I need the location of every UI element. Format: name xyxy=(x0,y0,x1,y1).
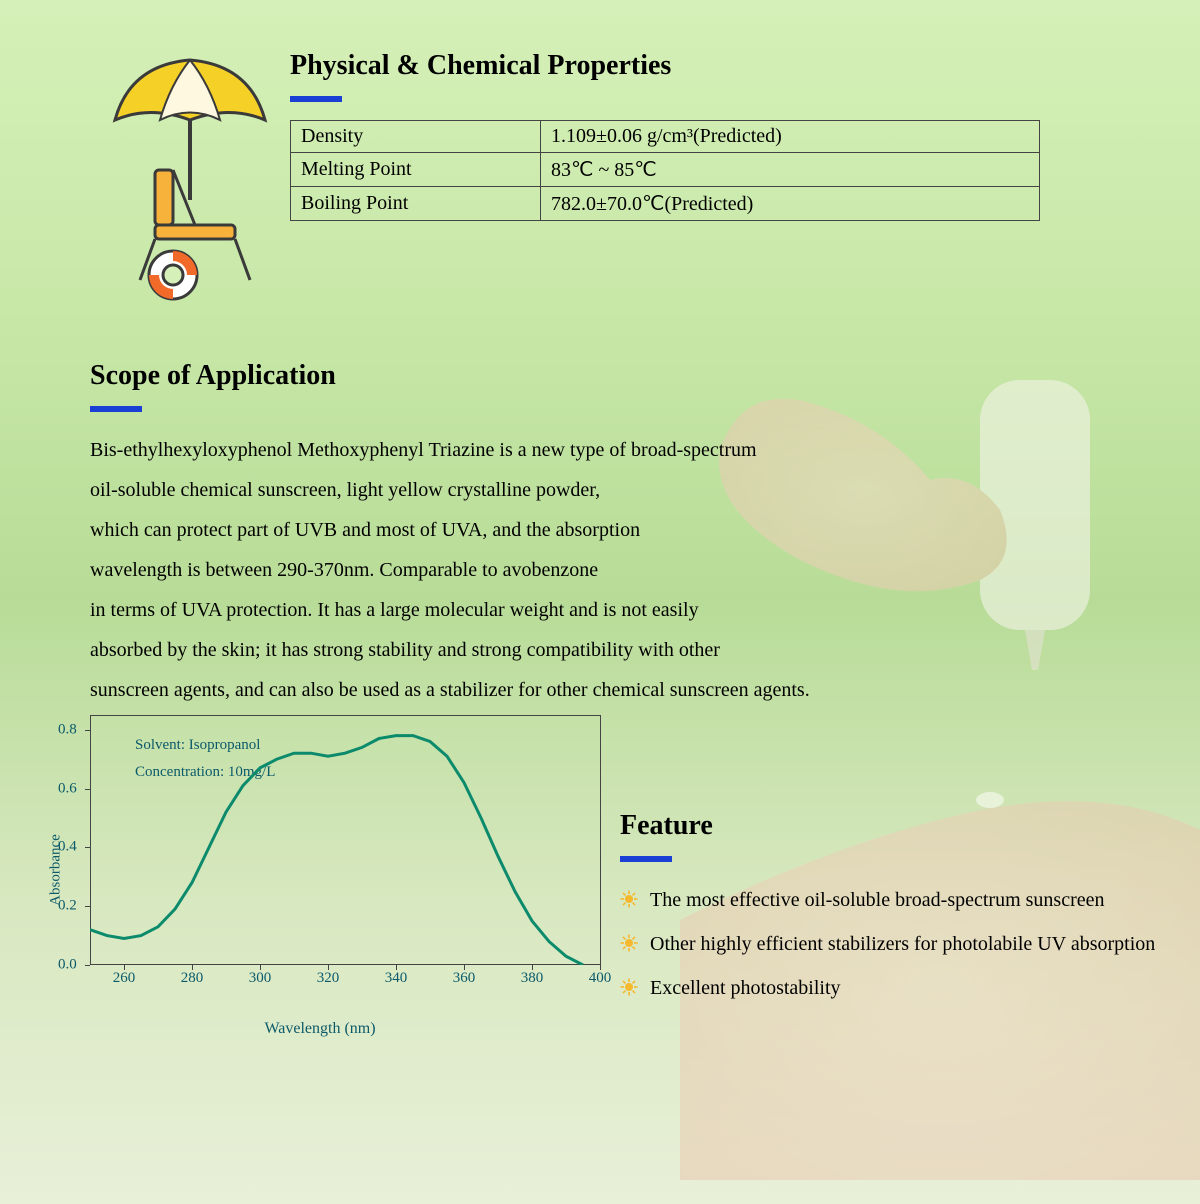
chart-ytick-label: 0.0 xyxy=(58,957,77,974)
scope-section: Scope of Application Bis-ethylhexyloxyph… xyxy=(90,360,870,710)
sun-bullet-icon xyxy=(620,890,638,908)
chart-xtick-label: 340 xyxy=(385,970,408,987)
chart-xtick-label: 280 xyxy=(181,970,204,987)
chart-line-svg xyxy=(90,715,600,965)
chart-xtick-label: 320 xyxy=(317,970,340,987)
properties-section: Physical & Chemical Properties Density1.… xyxy=(290,50,1170,221)
chart-ytick-label: 0.6 xyxy=(58,780,77,797)
table-row: Melting Point83℃ ~ 85℃ xyxy=(291,153,1040,187)
chart-ytick-label: 0.8 xyxy=(58,721,77,738)
title-underline xyxy=(620,856,672,862)
feature-item: Other highly efficient stabilizers for p… xyxy=(620,924,1180,964)
property-value: 1.109±0.06 g/cm³(Predicted) xyxy=(541,121,1040,153)
sun-bullet-icon xyxy=(620,978,638,996)
chart-xtick-label: 260 xyxy=(113,970,136,987)
sun-bullet-icon xyxy=(620,934,638,952)
scope-body-text: Bis-ethylhexyloxyphenol Methoxyphenyl Tr… xyxy=(90,430,870,710)
chart-xtick-label: 380 xyxy=(521,970,544,987)
property-label: Melting Point xyxy=(291,153,541,187)
chart-xtick-label: 400 xyxy=(589,970,612,987)
chart-ytick-label: 0.4 xyxy=(58,839,77,856)
table-row: Boiling Point782.0±70.0℃(Predicted) xyxy=(291,187,1040,221)
title-underline xyxy=(290,96,342,102)
property-label: Boiling Point xyxy=(291,187,541,221)
table-row: Density1.109±0.06 g/cm³(Predicted) xyxy=(291,121,1040,153)
properties-table: Density1.109±0.06 g/cm³(Predicted)Meltin… xyxy=(290,120,1040,221)
feature-title: Feature xyxy=(620,810,1180,842)
chart-xtick-label: 360 xyxy=(453,970,476,987)
properties-title: Physical & Chemical Properties xyxy=(290,50,1170,82)
scope-title: Scope of Application xyxy=(90,360,870,392)
property-label: Density xyxy=(291,121,541,153)
property-value: 83℃ ~ 85℃ xyxy=(541,153,1040,187)
chart-xtick-label: 300 xyxy=(249,970,272,987)
feature-section: Feature The most effective oil-soluble b… xyxy=(620,810,1180,1012)
absorbance-chart: Absorbance Solvent: Isopropanol Concentr… xyxy=(20,710,620,1030)
beach-umbrella-icon xyxy=(100,50,280,310)
feature-item: The most effective oil-soluble broad-spe… xyxy=(620,880,1180,920)
chart-xlabel: Wavelength (nm) xyxy=(264,1020,375,1038)
feature-item: Excellent photostability xyxy=(620,968,1180,1008)
feature-list: The most effective oil-soluble broad-spe… xyxy=(620,880,1180,1008)
title-underline xyxy=(90,406,142,412)
chart-ytick-label: 0.2 xyxy=(58,898,77,915)
property-value: 782.0±70.0℃(Predicted) xyxy=(541,187,1040,221)
